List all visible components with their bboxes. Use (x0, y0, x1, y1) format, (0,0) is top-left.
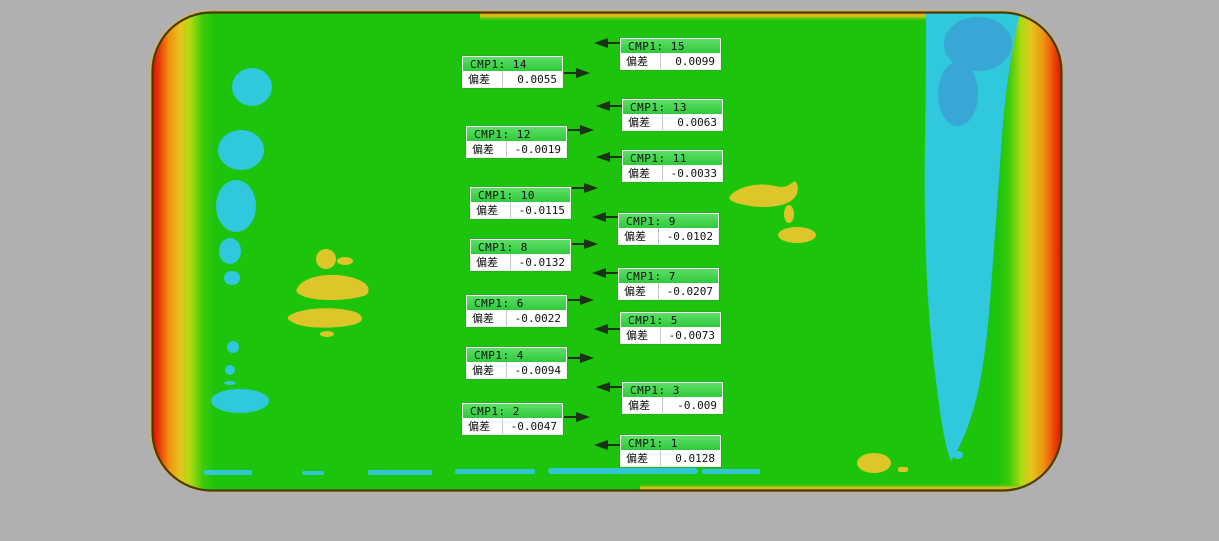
left-cyan-blobs (211, 68, 272, 413)
leader-arrow-icon (568, 295, 594, 305)
part-outline (151, 11, 1063, 492)
surface-green-base (153, 13, 1061, 490)
deviation-key: 偏差 (623, 165, 663, 181)
measurement-label[interactable]: CMP1: 5 偏差 -0.0073 (594, 312, 721, 344)
deviation-key: 偏差 (463, 418, 503, 434)
leader-arrow-icon (596, 101, 622, 111)
deviation-key: 偏差 (621, 450, 661, 466)
deep-blue-patch-lower (938, 62, 978, 126)
part-surface (153, 13, 1061, 490)
deviation-key: 偏差 (467, 362, 507, 378)
measurement-name: CMP1: 4 (467, 348, 566, 362)
deviation-value: -0.0047 (510, 419, 557, 433)
deviation-value: -0.0102 (666, 229, 713, 243)
measurement-label[interactable]: CMP1: 11 偏差 -0.0033 (596, 150, 723, 182)
bottom-edge-strip (640, 483, 1020, 490)
leader-arrow-icon (568, 353, 594, 363)
measurement-name: CMP1: 10 (471, 188, 570, 202)
deviation-value: -0.0073 (668, 328, 715, 342)
deviation-value: 0.0055 (517, 72, 557, 86)
deviation-value: -0.0033 (670, 166, 717, 180)
measurement-label[interactable]: CMP1: 9 偏差 -0.0102 (592, 212, 719, 245)
leader-arrow-icon (564, 412, 590, 422)
measurement-label[interactable]: CMP1: 3 偏差 -0.009 (596, 382, 723, 414)
leader-arrow-icon (596, 382, 622, 392)
leader-arrow-icon (572, 183, 598, 193)
right-edge-gradient (998, 13, 1061, 490)
deviation-key: 偏差 (619, 283, 659, 299)
measurement-label[interactable]: CMP1: 7 偏差 -0.0207 (592, 268, 719, 300)
top-edge-strip (480, 13, 1010, 22)
measurement-name: CMP1: 9 (619, 214, 718, 228)
measurement-label[interactable]: CMP1: 14 偏差 0.0055 (462, 56, 590, 88)
measurement-label[interactable]: CMP1: 2 偏差 -0.0047 (462, 403, 590, 435)
deviation-key: 偏差 (621, 327, 661, 343)
bottom-cyan-strip (204, 468, 760, 475)
measurement-name: CMP1: 7 (619, 269, 718, 283)
deviation-value: -0.009 (677, 398, 717, 412)
leader-arrow-icon (572, 239, 598, 249)
deviation-key: 偏差 (467, 310, 507, 326)
leader-arrow-icon (594, 38, 620, 48)
measurement-label[interactable]: CMP1: 12 偏差 -0.0019 (466, 125, 594, 158)
leader-arrow-icon (592, 212, 618, 222)
measurement-label[interactable]: CMP1: 10 偏差 -0.0115 (470, 183, 598, 219)
measurement-name: CMP1: 15 (621, 39, 720, 53)
leader-arrow-icon (594, 440, 620, 450)
deep-blue-patch (944, 17, 1012, 71)
measurement-name: CMP1: 3 (623, 383, 722, 397)
deviation-value: 0.0063 (677, 115, 717, 129)
left-edge-gradient (153, 13, 215, 490)
measurement-label[interactable]: CMP1: 8 偏差 -0.0132 (470, 239, 598, 271)
measurement-name: CMP1: 11 (623, 151, 722, 165)
measurement-label[interactable]: CMP1: 15 偏差 0.0099 (594, 38, 721, 70)
deviation-key: 偏差 (621, 53, 661, 69)
deviation-key: 偏差 (623, 114, 663, 130)
measurement-name: CMP1: 6 (467, 296, 566, 310)
deviation-key: 偏差 (623, 397, 663, 413)
measurement-name: CMP1: 1 (621, 436, 720, 450)
deviation-key: 偏差 (467, 141, 507, 157)
measurement-name: CMP1: 8 (471, 240, 570, 254)
yellow-blobs (287, 181, 908, 473)
deviation-value: 0.0099 (675, 54, 715, 68)
measurement-label[interactable]: CMP1: 4 偏差 -0.0094 (466, 347, 594, 379)
cyan-band (924, 13, 1020, 461)
measurement-name: CMP1: 13 (623, 100, 722, 114)
measurement-name: CMP1: 12 (467, 127, 566, 141)
leader-arrow-icon (568, 125, 594, 135)
cyan-speck (953, 451, 963, 459)
deviation-value: -0.0115 (518, 203, 565, 217)
measurement-label[interactable]: CMP1: 13 偏差 0.0063 (596, 99, 723, 131)
leader-arrow-icon (594, 324, 620, 334)
deviation-value: -0.0022 (514, 311, 561, 325)
deviation-key: 偏差 (619, 228, 659, 244)
measurement-name: CMP1: 2 (463, 404, 562, 418)
deviation-value: -0.0019 (514, 142, 561, 156)
measurement-label[interactable]: CMP1: 1 偏差 0.0128 (594, 435, 721, 467)
deviation-key: 偏差 (471, 254, 511, 270)
leader-arrow-icon (564, 68, 590, 78)
leader-arrow-icon (596, 152, 622, 162)
deviation-value: -0.0132 (518, 255, 565, 269)
deviation-value: 0.0128 (675, 451, 715, 465)
measurement-label[interactable]: CMP1: 6 偏差 -0.0022 (466, 295, 594, 327)
measurement-name: CMP1: 5 (621, 313, 720, 327)
deviation-key: 偏差 (471, 202, 511, 218)
leader-arrow-icon (592, 268, 618, 278)
deviation-value: -0.0207 (666, 284, 713, 298)
deviation-key: 偏差 (463, 71, 503, 87)
measurement-name: CMP1: 14 (463, 57, 562, 71)
deviation-value: -0.0094 (514, 363, 561, 377)
